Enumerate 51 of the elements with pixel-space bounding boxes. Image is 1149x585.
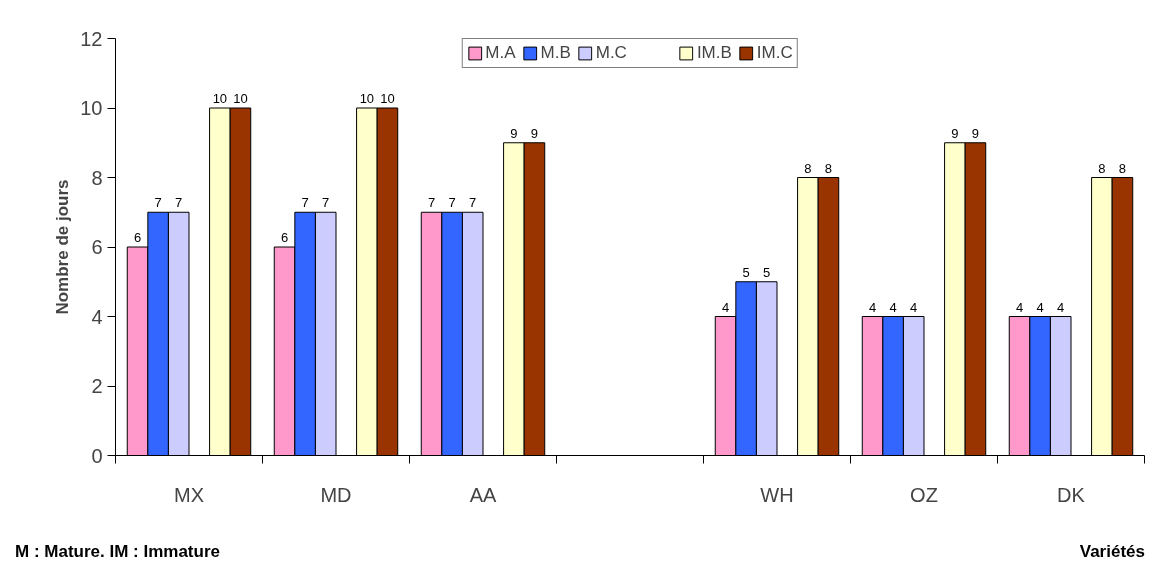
data-label: 8 (1098, 160, 1106, 176)
data-label: 8 (1118, 160, 1127, 176)
data-label: 9 (530, 125, 539, 141)
data-label: 4 (889, 299, 897, 315)
text: M : Mature. IM : Immature (15, 541, 220, 563)
data-label: 7 (175, 195, 183, 211)
legend-label: IM.C (756, 43, 793, 63)
x-tick-label: MD (320, 483, 352, 506)
data-label: 9 (971, 125, 980, 141)
data-label: 4 (721, 299, 730, 315)
legend-label: M.C (595, 43, 627, 63)
data-label: 7 (322, 195, 330, 211)
data-label: 4 (868, 299, 877, 315)
data-label: 7 (154, 195, 162, 211)
data-label: 10 (233, 91, 248, 106)
x-axis-title: Variétés (1079, 541, 1145, 563)
data-label: 5 (763, 264, 771, 280)
x-tick-label: DK (1057, 483, 1086, 506)
y-tick-label: 12 (80, 27, 103, 50)
data-label: 5 (742, 264, 750, 280)
data-label: 9 (951, 125, 959, 141)
data-label: 9 (510, 125, 518, 141)
y-tick-label: 0 (91, 444, 103, 467)
legend-label: M.A (485, 43, 516, 63)
data-label: 4 (1036, 299, 1044, 315)
data-label: 7 (469, 195, 477, 211)
data-label: 8 (824, 160, 833, 176)
y-axis-title: Nombre de jours (53, 179, 73, 315)
data-label: 6 (133, 230, 142, 245)
y-tick-label: 2 (91, 375, 103, 397)
data-label: 10 (212, 91, 228, 106)
data-label: 7 (448, 195, 456, 211)
legend-label: M.B (540, 43, 571, 63)
data-label: 10 (380, 91, 395, 106)
data-label: 7 (427, 195, 436, 211)
y-tick-label: 8 (91, 166, 103, 189)
data-label: 4 (910, 299, 918, 315)
y-tick-label: 4 (91, 305, 103, 328)
x-tick-label: OZ (910, 483, 938, 506)
data-label: 8 (804, 160, 812, 176)
x-tick-label: MX (174, 483, 204, 506)
data-label: 6 (280, 230, 289, 245)
data-label: 4 (1057, 299, 1065, 315)
x-tick-label: WH (760, 483, 794, 506)
data-label: 10 (359, 91, 375, 106)
legend-label: IM.B (696, 43, 732, 63)
y-tick-label: 10 (80, 97, 103, 119)
y-tick-label: 6 (91, 236, 103, 258)
data-label: 4 (1015, 299, 1024, 315)
data-label: 7 (301, 195, 309, 211)
x-tick-label: AA (469, 483, 497, 506)
